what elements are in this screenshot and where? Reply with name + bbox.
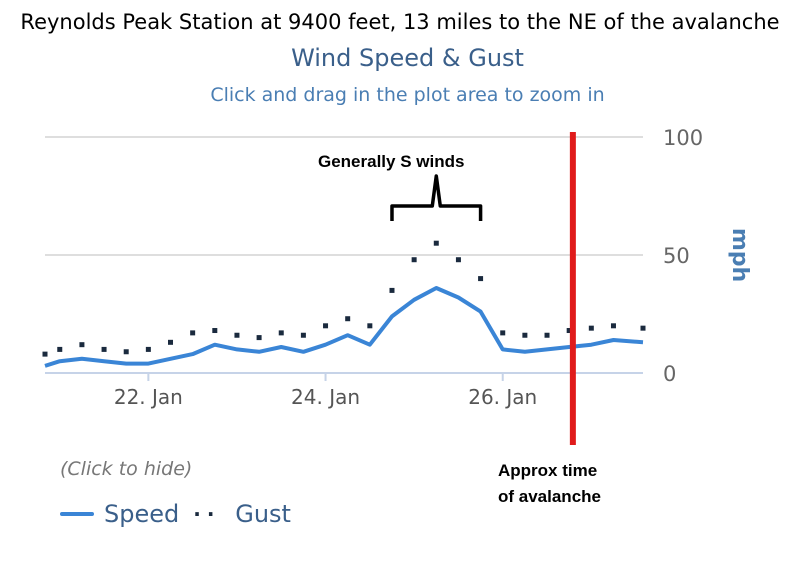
legend-hint: (Click to hide): [60, 458, 193, 480]
legend-label-speed: Speed: [104, 500, 180, 528]
legend-label-gust: Gust: [235, 500, 291, 528]
gust-point: [500, 330, 506, 336]
gust-point: [455, 257, 461, 263]
gust-point: [345, 316, 351, 322]
gust-point: [145, 346, 151, 352]
chart-title: Wind Speed & Gust: [291, 44, 524, 72]
gust-point: [123, 349, 129, 355]
y-tick-label-0: 0: [663, 362, 676, 386]
gust-point: [610, 323, 616, 329]
gust-point: [79, 342, 85, 348]
winds-annotation: Generally S winds: [318, 152, 465, 171]
gust-point: [433, 240, 439, 246]
gust-point: [411, 257, 417, 263]
legend: Speed ·· Gust: [60, 500, 291, 528]
gust-point: [256, 335, 262, 341]
x-tick-label-0: 22. Jan: [114, 385, 183, 409]
gust-point: [212, 328, 218, 334]
gust-point: [640, 325, 646, 331]
gust-point: [478, 276, 484, 282]
x-tick-label-2: 26. Jan: [468, 385, 537, 409]
y-axis-label: mph: [727, 228, 752, 282]
chart-subtitle: Click and drag in the plot area to zoom …: [210, 84, 605, 106]
gust-point: [389, 287, 395, 293]
gust-point: [101, 346, 107, 352]
gust-point: [323, 323, 329, 329]
gust-point: [278, 330, 284, 336]
x-tick-label-1: 24. Jan: [291, 385, 360, 409]
y-tick-label-50: 50: [663, 244, 690, 268]
gust-point: [588, 325, 594, 331]
avalanche-annotation: Approx time of avalanche: [498, 458, 601, 510]
avalanche-annotation-line-1: Approx time: [498, 461, 598, 480]
gust-point: [57, 346, 63, 352]
legend-item-gust[interactable]: ·· Gust: [179, 500, 291, 528]
avalanche-annotation-line-2: of avalanche: [498, 487, 601, 506]
gust-point: [544, 332, 550, 338]
image-heading: Reynolds Peak Station at 9400 feet, 13 m…: [20, 10, 780, 34]
gust-point: [234, 332, 240, 338]
winds-bracket: [390, 174, 483, 221]
y-tick-label-100: 100: [663, 126, 703, 150]
gust-point: [168, 339, 174, 345]
gust-point: [367, 323, 373, 329]
gust-point: [522, 332, 528, 338]
speed-series-line: [44, 286, 644, 368]
speed-line-icon: [60, 512, 94, 516]
gust-dots-icon: ··: [193, 502, 221, 526]
gust-point: [42, 351, 48, 357]
gust-point: [566, 328, 572, 334]
gust-point: [300, 332, 306, 338]
legend-item-speed[interactable]: Speed: [60, 500, 179, 528]
gust-point: [190, 330, 196, 336]
